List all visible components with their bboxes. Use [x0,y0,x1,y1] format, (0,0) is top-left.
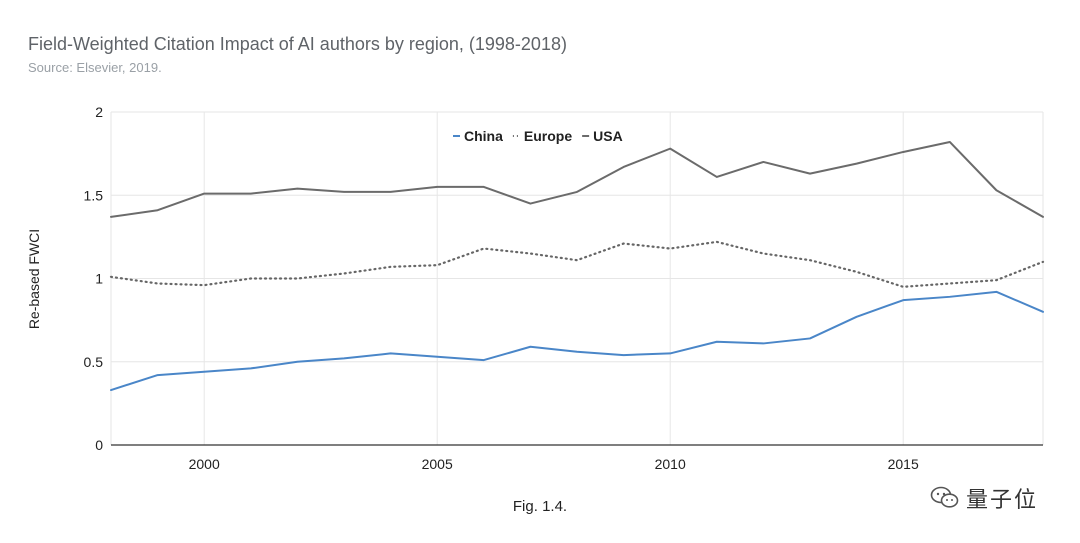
y-tick-label: 0 [95,437,103,453]
series-line-china [110,290,1044,392]
legend-label: Europe [524,128,572,144]
x-tick-label: 2010 [655,456,686,472]
legend-label: China [464,128,503,144]
legend-item-europe: Europe [512,128,572,144]
series-line-europe [109,240,1045,288]
y-tick-label: 1 [95,271,103,287]
legend-item-china: China [453,128,503,144]
legend: China Europe USA [453,128,623,144]
x-tick-label: 2000 [189,456,220,472]
figure-caption: Fig. 1.4. [512,498,568,515]
series-line-usa [110,140,1044,218]
y-tick-label: 0.5 [84,354,104,370]
wechat-icon [930,486,959,508]
watermark-text: 量子位 [966,488,1039,513]
y-tick-label: 2 [95,104,103,120]
chart-subtitle: Source: Elsevier, 2019. [28,60,162,75]
chart-title: Field-Weighted Citation Impact of AI aut… [28,34,567,54]
watermark: 量子位 [930,482,1038,514]
axes: 0 0.5 1 1.5 2 2000 2005 2010 2015 [84,104,1043,472]
x-tick-label: 2005 [422,456,453,472]
legend-label: USA [593,128,623,144]
y-tick-label: 1.5 [84,187,104,203]
legend-item-usa: USA [582,128,623,144]
x-tick-label: 2015 [888,456,919,472]
series-lines [109,140,1045,392]
